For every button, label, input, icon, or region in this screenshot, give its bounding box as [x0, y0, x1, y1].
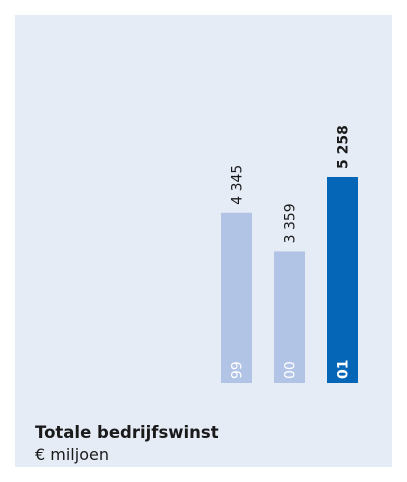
value-label-01: 5 258 [336, 125, 352, 169]
chart-caption: Totale bedrijfswinst € miljoen [35, 422, 219, 466]
bar-chart: 99 4 345 00 3 359 01 5 258 [221, 125, 358, 383]
category-label-99: 99 [230, 361, 246, 379]
chart-panel: 99 4 345 00 3 359 01 5 258 Totale bedrijfswin… [15, 15, 392, 467]
chart-unit: € miljoen [35, 445, 109, 464]
bar-00 [274, 251, 305, 383]
bar-99 [221, 212, 252, 383]
chart-title: Totale bedrijfswinst [35, 423, 219, 442]
value-label-00: 3 359 [283, 203, 299, 243]
category-label-00: 00 [283, 361, 299, 379]
value-label-99: 4 345 [230, 165, 246, 205]
category-label-01: 01 [336, 360, 352, 379]
bar-01 [327, 177, 358, 383]
